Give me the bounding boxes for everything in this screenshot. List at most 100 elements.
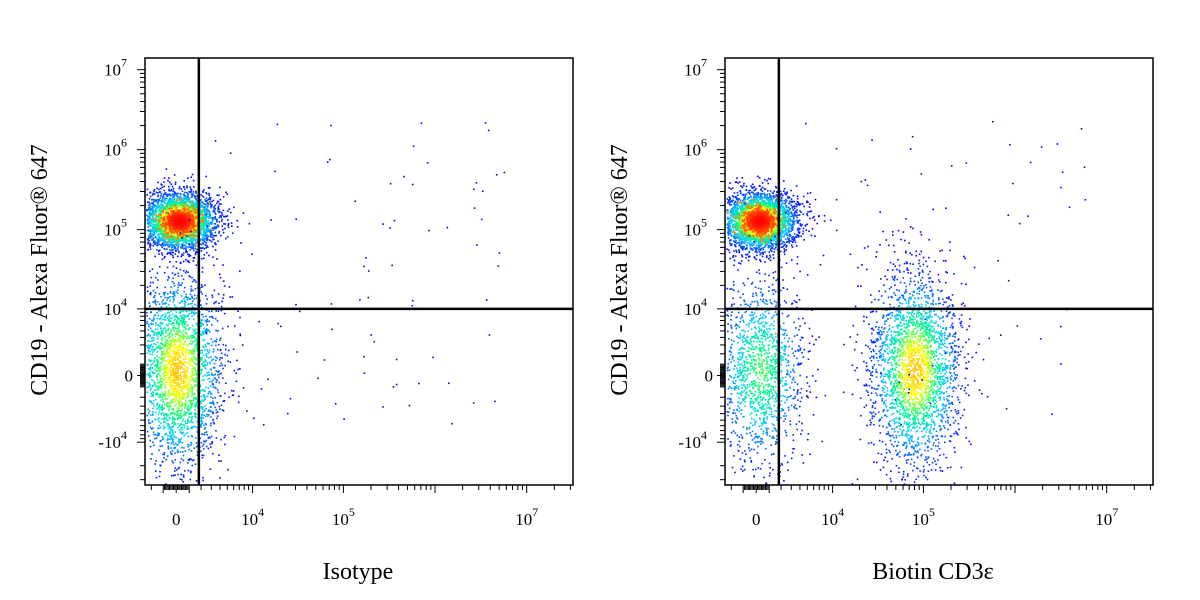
event-dot [168,431,171,433]
event-dot [186,346,189,349]
event-dot [172,425,175,427]
event-dot [178,329,180,331]
event-dot [186,310,188,313]
event-dot [167,193,169,196]
event-dot [160,399,162,401]
event-dot [155,214,158,217]
event-dot [159,211,162,214]
event-dot [187,193,189,195]
event-dot [165,367,167,370]
event-dot [209,196,212,199]
event-dot [156,222,159,225]
event-dot [186,432,189,434]
event-dot [153,399,155,402]
event-dot [171,437,173,440]
event-dot [177,330,180,332]
event-dot [170,190,172,192]
event-dot [214,216,217,218]
event-dot [185,219,188,222]
event-dot [216,224,219,226]
event-dot [158,236,161,238]
event-dot [179,311,182,313]
event-dot [211,442,213,445]
event-dot [194,414,196,417]
event-dot [161,226,164,228]
event-dot [206,349,208,351]
event-dot [195,209,197,211]
event-dot [214,249,217,251]
event-dot [152,232,155,234]
event-dot [204,410,206,412]
event-dot [188,206,191,209]
event-dot [203,428,206,430]
event-dot [206,318,209,321]
event-dot [178,337,181,339]
event-dot [192,353,195,356]
event-dot [150,218,153,220]
event-dot [175,239,178,242]
population-1 [146,219,248,485]
event-dot [195,204,197,206]
event-dot [158,420,160,423]
event-dot [180,366,183,368]
event-dot [186,229,189,231]
event-dot [158,210,161,212]
event-dot [163,177,166,179]
event-dot [179,218,182,221]
event-dot [173,246,175,249]
event-dot [184,191,186,194]
event-dot [191,324,194,327]
event-dot [205,439,208,442]
event-dot [155,229,157,231]
event-dot [172,228,174,230]
event-dot [179,374,181,377]
event-dot [215,227,218,229]
event-dot [150,229,153,231]
event-dot [174,200,176,203]
event-dot [200,238,202,241]
event-dot [186,198,188,200]
event-dot [185,258,187,261]
event-dot [177,414,179,417]
event-dot [173,214,176,217]
event-dot [159,222,161,225]
event-dot [164,367,166,369]
event-dot [176,203,178,206]
event-dot [185,239,188,241]
event-dot [170,426,173,428]
event-dot [194,240,197,242]
event-dot [161,228,164,231]
event-dot [202,228,204,230]
event-dot [169,206,171,208]
event-dot [165,306,168,308]
event-dot [156,366,158,369]
event-dot [171,233,173,235]
event-dot [164,199,167,201]
event-dot [149,371,151,374]
event-dot [222,297,224,299]
event-dot [163,414,165,417]
event-dot [224,443,226,446]
event-dot [196,346,198,349]
event-dot [159,239,162,242]
event-dot [163,335,166,338]
event-dot [173,223,176,226]
event-dot [173,447,175,449]
event-dot [192,216,195,219]
event-dot [203,235,205,237]
event-dot [173,325,175,327]
event-dot [174,400,176,403]
event-dot [149,228,152,231]
event-dot [146,209,148,211]
event-dot [149,195,152,198]
event-dot [156,228,159,231]
event-dot [146,322,148,325]
event-dot [188,210,191,213]
event-dot [164,412,167,415]
event-dot [202,424,205,426]
event-dot [187,462,189,464]
event-dot [204,426,207,429]
event-dot [170,379,173,381]
event-dot [172,193,175,196]
event-dot [180,219,183,222]
